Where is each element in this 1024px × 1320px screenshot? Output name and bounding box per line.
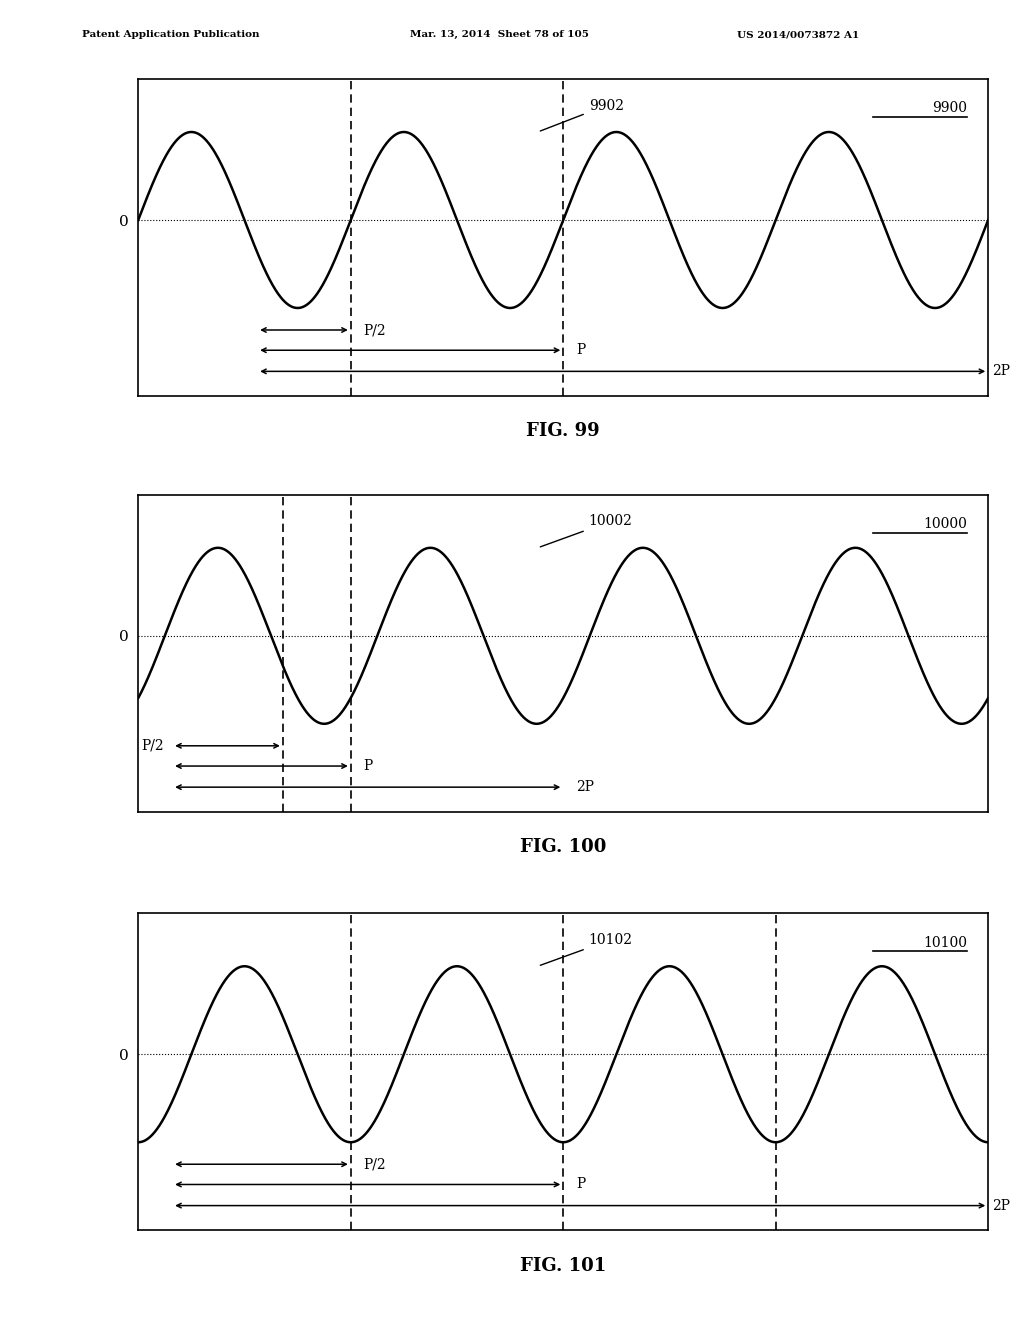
Text: P/2: P/2 [364, 1158, 386, 1171]
Text: Patent Application Publication: Patent Application Publication [82, 30, 259, 40]
Text: 10002: 10002 [541, 515, 633, 546]
Text: FIG. 100: FIG. 100 [520, 838, 606, 857]
Text: P: P [575, 343, 585, 358]
Text: FIG. 101: FIG. 101 [520, 1257, 606, 1275]
Text: 9900: 9900 [932, 102, 967, 115]
Text: P/2: P/2 [141, 739, 164, 752]
Text: Mar. 13, 2014  Sheet 78 of 105: Mar. 13, 2014 Sheet 78 of 105 [410, 30, 589, 40]
Text: 2P: 2P [575, 780, 594, 795]
Text: 10102: 10102 [541, 933, 633, 965]
Text: 10100: 10100 [923, 936, 967, 949]
Text: FIG. 99: FIG. 99 [526, 422, 600, 441]
Text: 10000: 10000 [923, 517, 967, 531]
Text: 2P: 2P [992, 1199, 1011, 1213]
Text: P: P [575, 1177, 585, 1192]
Text: US 2014/0073872 A1: US 2014/0073872 A1 [737, 30, 859, 40]
Text: P/2: P/2 [364, 323, 386, 337]
Text: 9902: 9902 [541, 99, 624, 131]
Text: 2P: 2P [992, 364, 1011, 379]
Text: P: P [364, 759, 373, 774]
